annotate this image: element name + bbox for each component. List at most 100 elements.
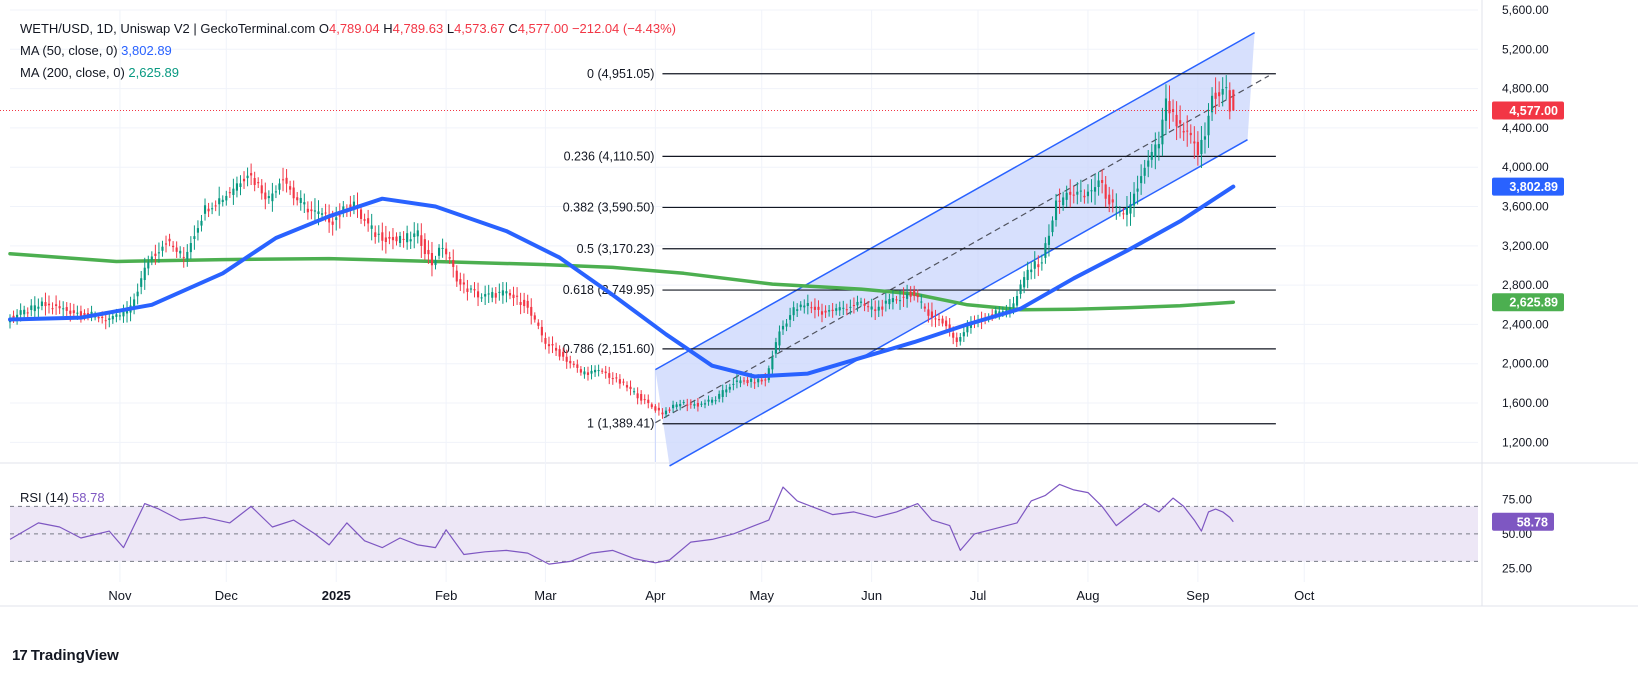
time-tick-label[interactable]: Jun [861,588,882,603]
candle-body[interactable] [1101,180,1104,183]
candle-body[interactable] [473,289,476,291]
candle-body[interactable] [1125,207,1129,215]
candle-body[interactable] [881,306,884,310]
candle-body[interactable] [604,371,607,374]
candle-body[interactable] [108,318,111,320]
price-tick-label[interactable]: 3,200.00 [1502,239,1549,253]
candle-body[interactable] [675,404,678,408]
price-tick-label[interactable]: 3,600.00 [1502,200,1549,214]
candle-body[interactable] [565,356,568,362]
candle-body[interactable] [927,309,930,316]
rsi-path[interactable] [9,483,1234,565]
candle-body[interactable] [1118,211,1121,213]
candle-body[interactable] [16,314,19,320]
candle-body[interactable] [1210,95,1214,113]
candle-body[interactable] [168,238,171,242]
candle-body[interactable] [257,182,260,184]
candle-body[interactable] [164,243,168,245]
candle-body[interactable] [1083,195,1086,198]
candle-body[interactable] [508,292,512,296]
candle-body[interactable] [874,309,877,312]
candle-body[interactable] [377,233,380,235]
candle-body[interactable] [491,292,494,298]
candle-body[interactable] [303,202,306,205]
candle-body[interactable] [845,309,848,311]
candle-body[interactable] [111,316,114,320]
candle-body[interactable] [331,221,334,225]
candle-body[interactable] [214,205,217,207]
candle-body[interactable] [1040,262,1043,264]
candles[interactable] [8,75,1235,419]
candle-body[interactable] [1079,190,1082,192]
candle-body[interactable] [487,293,490,295]
candle-body[interactable] [877,306,880,311]
candle-body[interactable] [923,306,926,309]
candle-body[interactable] [1207,115,1210,136]
candle-body[interactable] [157,252,160,254]
candle-body[interactable] [629,386,632,390]
candle-body[interactable] [647,399,650,404]
candle-body[interactable] [65,307,68,311]
candle-body[interactable] [498,291,501,293]
candle-body[interactable] [352,201,356,208]
candle-body[interactable] [1051,220,1054,233]
candle-body[interactable] [1203,136,1207,140]
candle-body[interactable] [1008,307,1012,310]
candle-body[interactable] [909,291,912,297]
candle-body[interactable] [58,306,61,309]
candle-body[interactable] [714,400,717,402]
candle-body[interactable] [579,369,582,373]
candle-body[interactable] [831,309,834,312]
candle-body[interactable] [966,324,969,333]
candle-body[interactable] [799,304,802,308]
candle-body[interactable] [640,393,643,401]
candle-body[interactable] [445,248,448,255]
candle-body[interactable] [207,208,210,212]
candle-body[interactable] [895,299,898,301]
time-tick-label[interactable]: 2025 [322,588,351,603]
candle-body[interactable] [186,251,189,259]
price-tick-label[interactable]: 2,000.00 [1502,357,1549,371]
candle-body[interactable] [586,372,590,375]
candle-body[interactable] [1196,141,1199,155]
candle-body[interactable] [317,211,320,215]
candle-body[interactable] [703,403,707,405]
candle-body[interactable] [338,215,341,217]
candle-body[interactable] [757,378,760,383]
candle-body[interactable] [806,303,809,307]
candle-body[interactable] [700,403,703,405]
ma200-line[interactable] [8,251,1236,312]
candle-body[interactable] [313,210,317,212]
ma50-legend[interactable]: MA (50, close, 0) 3,802.89 [20,40,676,62]
candle-body[interactable] [1168,101,1171,114]
candle-body[interactable] [1193,141,1196,144]
candle-body[interactable] [760,379,763,382]
candle-body[interactable] [72,310,75,314]
candle-body[interactable] [732,383,735,385]
candle-body[interactable] [221,199,224,202]
candle-body[interactable] [413,233,416,237]
candle-body[interactable] [796,309,799,311]
candle-body[interactable] [1154,144,1157,158]
candle-body[interactable] [849,306,852,308]
candle-body[interactable] [551,344,554,346]
candle-body[interactable] [427,249,430,255]
candle-body[interactable] [1058,200,1061,202]
candle-body[interactable] [395,236,398,242]
ma200-path[interactable] [8,251,1236,312]
candle-body[interactable] [519,301,522,305]
candle-body[interactable] [664,410,668,415]
candle-body[interactable] [1179,120,1182,124]
candle-body[interactable] [79,311,82,318]
candle-body[interactable] [264,192,267,200]
candle-body[interactable] [728,386,731,390]
candle-body[interactable] [902,296,905,298]
candle-body[interactable] [583,371,586,375]
candle-body[interactable] [246,175,249,179]
candle-body[interactable] [888,299,891,305]
candle-body[interactable] [856,301,859,306]
candle-body[interactable] [398,235,402,244]
candle-body[interactable] [774,342,777,354]
candle-body[interactable] [476,291,480,298]
candle-body[interactable] [1161,119,1164,145]
